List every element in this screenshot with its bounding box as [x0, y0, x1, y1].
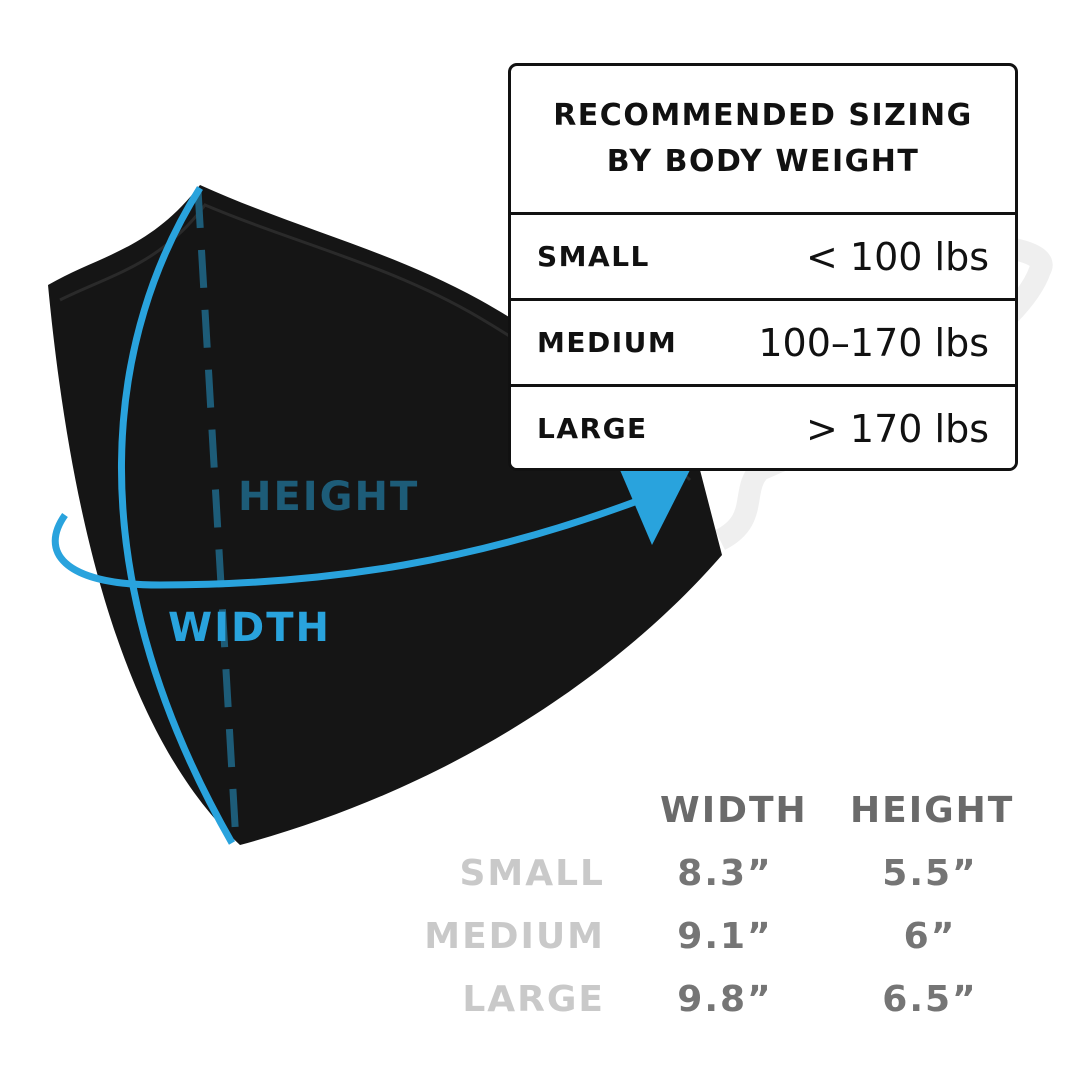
title-line-2: BY BODY WEIGHT	[606, 144, 920, 179]
height-label: HEIGHT	[238, 474, 420, 520]
width-value: 9.8”	[677, 979, 773, 1020]
width-label: WIDTH	[168, 605, 331, 651]
size-label: SMALL	[537, 240, 650, 273]
height-dashed-line	[194, 189, 240, 843]
size-label: SMALL	[459, 853, 605, 894]
size-label: MEDIUM	[537, 326, 678, 359]
table-row: MEDIUM 9.1” 6”	[420, 916, 1020, 979]
table-row: LARGE 9.8” 6.5”	[420, 979, 1020, 1042]
weight-value: > 170 lbs	[805, 406, 989, 451]
height-header: HEIGHT	[850, 790, 1015, 831]
weight-sizing-table: RECOMMENDED SIZING BY BODY WEIGHT SMALL …	[508, 63, 1018, 471]
table-row: SMALL < 100 lbs	[511, 215, 1015, 301]
size-label: MEDIUM	[424, 916, 605, 957]
width-arc	[51, 496, 642, 589]
table-row: LARGE > 170 lbs	[511, 387, 1015, 468]
size-label: LARGE	[537, 412, 648, 445]
width-value: 9.1”	[677, 916, 773, 957]
title-line-1: RECOMMENDED SIZING	[553, 98, 973, 133]
dimensions-table: WIDTH HEIGHT SMALL 8.3” 5.5” MEDIUM 9.1”…	[420, 790, 1020, 1042]
height-value: 6”	[903, 916, 957, 957]
height-value: 6.5”	[882, 979, 978, 1020]
weight-value: < 100 lbs	[805, 234, 989, 279]
weight-table-title: RECOMMENDED SIZING BY BODY WEIGHT	[511, 66, 1015, 215]
height-value: 5.5”	[882, 853, 978, 894]
height-arc	[118, 186, 236, 845]
table-row: MEDIUM 100–170 lbs	[511, 301, 1015, 387]
size-label: LARGE	[462, 979, 605, 1020]
width-arrowhead	[620, 470, 690, 545]
weight-value: 100–170 lbs	[758, 320, 989, 365]
width-value: 8.3”	[677, 853, 773, 894]
dimensions-header: WIDTH HEIGHT	[420, 790, 1020, 853]
table-row: SMALL 8.3” 5.5”	[420, 853, 1020, 916]
width-header: WIDTH	[660, 790, 808, 831]
